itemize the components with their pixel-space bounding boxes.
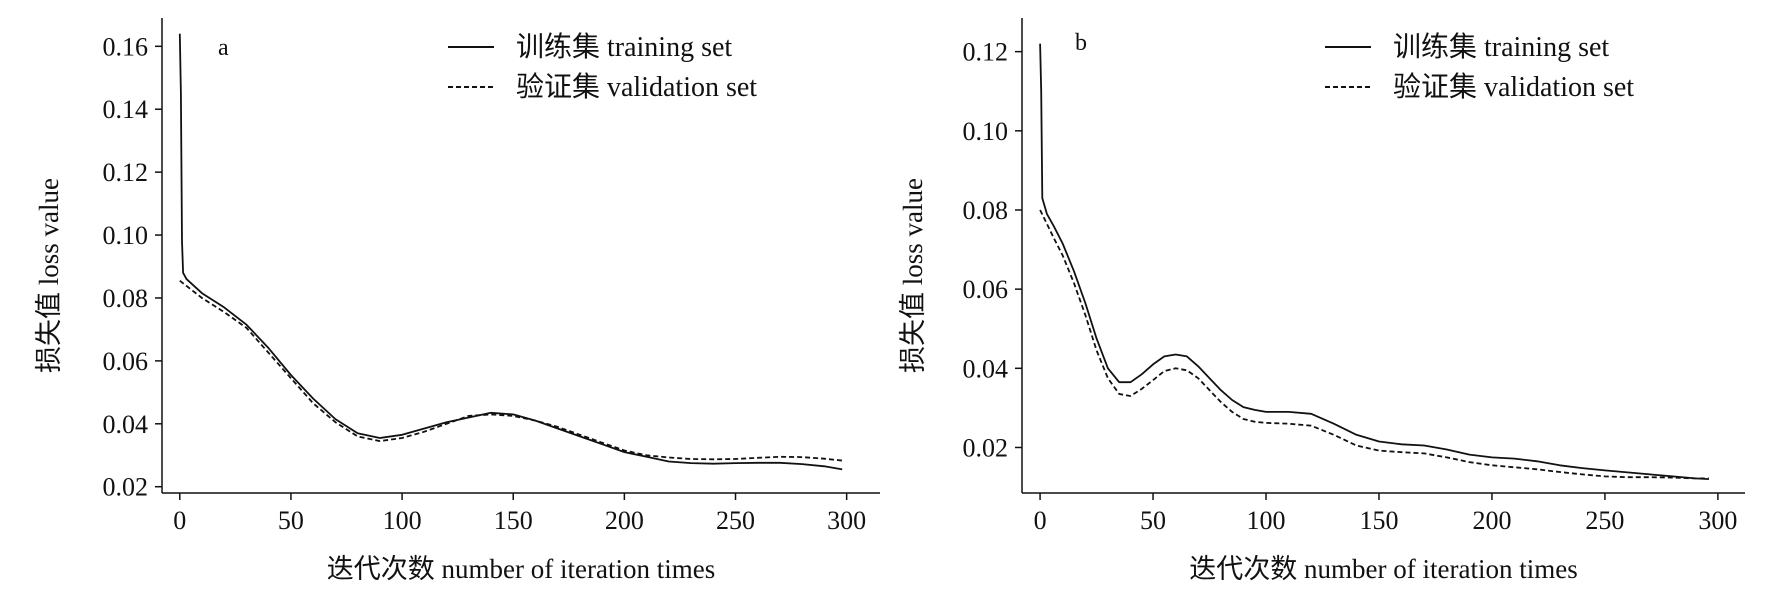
x-tick-label: 50 (1140, 506, 1166, 535)
panel-label: a (218, 35, 229, 61)
x-tick-label: 300 (827, 506, 866, 535)
y-tick-label: 0.02 (963, 433, 1009, 462)
panel-b: 0 50 100 150 200 250 300 0.020.040.060.080.100… (898, 18, 1745, 584)
series-layer (1039, 43, 1709, 480)
y-tick-label: 0.02 (103, 473, 149, 502)
y-axis-label: 损失值 loss value (898, 178, 928, 373)
x-tick-label: 200 (605, 506, 644, 535)
legend: 训练集 training set 验证集 validation set (448, 31, 757, 103)
legend-label-training: 训练集 training set (1393, 31, 1609, 63)
x-axis-label: 迭代次数 number of iteration times (1189, 554, 1577, 584)
x-tick-label: 250 (1585, 506, 1624, 535)
y-tick-label: 0.10 (103, 221, 149, 250)
x-tick-label: 0 (1034, 506, 1047, 535)
y-tick-label: 0.14 (103, 95, 149, 124)
y-tick-label: 0.12 (103, 158, 149, 187)
y-tick-label: 0.06 (963, 275, 1009, 304)
y-tick-label: 0.10 (963, 117, 1009, 146)
x-ticks: 0 50 100 150 200 250 300 (1034, 493, 1737, 535)
y-tick-label: 0.16 (103, 32, 149, 61)
series-line-training (1039, 43, 1709, 480)
legend-label-training: 训练集 training set (516, 31, 732, 63)
y-tick-label: 0.12 (963, 38, 1009, 67)
x-tick-label: 100 (1247, 506, 1286, 535)
y-ticks: 0.02 0.04 0.06 0.08 0.10 0.12 0.14 0.16 (103, 32, 162, 502)
series-line-training (178, 33, 843, 471)
y-tick-label: 0.04 (963, 354, 1009, 383)
series-layer (178, 33, 843, 471)
x-tick-label: 300 (1698, 506, 1737, 535)
x-tick-label: 100 (383, 506, 422, 535)
y-tick-label: 0.06 (103, 347, 149, 376)
x-tick-label: 0 (173, 506, 186, 535)
x-axis-label: 迭代次数 number of iteration times (327, 554, 715, 584)
y-tick-label: 0.08 (103, 284, 149, 313)
x-tick-label: 150 (494, 506, 533, 535)
y-tick-label: 0.08 (963, 196, 1009, 225)
legend-label-validation: 验证集 validation set (1393, 71, 1634, 103)
y-tick-label: 0.04 (103, 410, 149, 439)
panel-a: 0 50 100 150 200 250 300 0.020.040.060.080.100… (34, 18, 880, 584)
y-axis-label: 损失值 loss value (34, 178, 64, 373)
y-ticks: 0.02 0.04 0.06 0.08 0.10 0.12 (963, 38, 1022, 462)
legend: 训练集 training set 验证集 validation set (1325, 31, 1634, 103)
x-tick-label: 200 (1472, 506, 1511, 535)
x-tick-label: 50 (278, 506, 304, 535)
series-line-validation (179, 279, 843, 462)
panel-label: b (1075, 30, 1087, 56)
series-line-validation (1039, 209, 1709, 480)
x-tick-label: 150 (1359, 506, 1398, 535)
x-tick-label: 250 (716, 506, 755, 535)
x-ticks: 0 50 100 150 200 250 300 (173, 493, 866, 535)
legend-label-validation: 验证集 validation set (516, 71, 757, 103)
